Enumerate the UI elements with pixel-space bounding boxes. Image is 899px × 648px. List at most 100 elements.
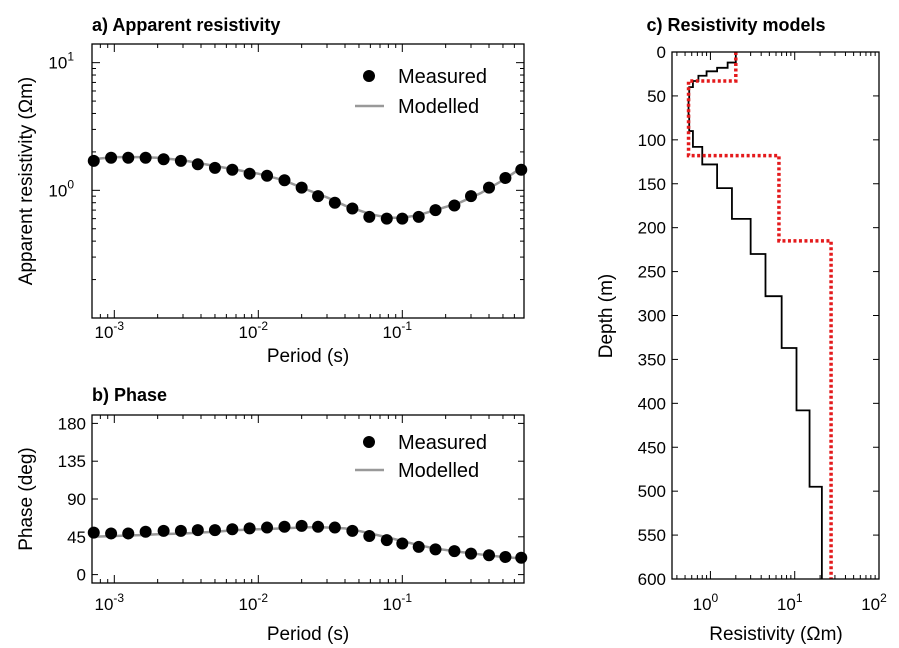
y-tick-label: 45 bbox=[67, 528, 86, 547]
y-tick-label: 50 bbox=[647, 87, 666, 106]
measured-point bbox=[226, 163, 239, 176]
x-tick-label: 10-2 bbox=[239, 319, 269, 342]
panel-a-frame bbox=[91, 43, 525, 319]
x-tick-label: 101 bbox=[777, 591, 803, 614]
measured-point bbox=[157, 524, 170, 537]
measured-point bbox=[243, 167, 256, 180]
inversion-model-line bbox=[687, 52, 823, 579]
measured-point bbox=[191, 158, 204, 171]
measured-point bbox=[295, 181, 308, 194]
panel-c: c) Resistivity models 0 50 100 150 200 250 300… bbox=[596, 15, 887, 645]
measured-point bbox=[363, 529, 376, 542]
measured-point bbox=[295, 519, 308, 532]
measured-point bbox=[157, 153, 170, 166]
panel-a-title: a) Apparent resistivity bbox=[92, 15, 280, 35]
panel-b-ylabel: Phase (deg) bbox=[16, 447, 37, 551]
y-tick-label: 250 bbox=[638, 263, 666, 282]
measured-point bbox=[208, 161, 221, 174]
measured-point bbox=[448, 545, 461, 558]
legend-label-measured: Measured bbox=[398, 432, 487, 454]
measured-point bbox=[105, 151, 118, 164]
y-tick-label: 350 bbox=[638, 350, 666, 369]
measured-point bbox=[429, 543, 442, 556]
measured-point bbox=[515, 551, 528, 564]
panel-a: a) Apparent resistivity 10-3 10-2 10-1 100 1… bbox=[16, 15, 528, 367]
y-tick-label: 0 bbox=[657, 43, 666, 62]
x-tick-label: 10-1 bbox=[383, 591, 413, 614]
panel-a-legend: Measured Modelled bbox=[355, 66, 487, 118]
measured-point bbox=[87, 154, 100, 167]
panel-b-legend: Measured Modelled bbox=[355, 432, 487, 482]
legend-marker-measured bbox=[363, 70, 375, 82]
y-tick-label: 550 bbox=[638, 526, 666, 545]
panel-c-ylabel: Depth (m) bbox=[596, 274, 617, 358]
measured-point bbox=[465, 190, 478, 203]
panel-a-xlabel: Period (s) bbox=[267, 346, 349, 367]
y-tick-label: 90 bbox=[67, 490, 86, 509]
measured-point bbox=[208, 524, 221, 537]
measured-point bbox=[278, 174, 291, 187]
measured-point bbox=[380, 212, 393, 225]
measured-point bbox=[191, 524, 204, 537]
measured-point bbox=[328, 521, 341, 534]
x-tick-label: 10-2 bbox=[239, 591, 269, 614]
measured-point bbox=[396, 537, 409, 550]
y-tick-label: 100 bbox=[638, 131, 666, 150]
x-tick-label: 100 bbox=[693, 591, 719, 614]
measured-point bbox=[465, 547, 478, 560]
measured-point bbox=[396, 212, 409, 225]
legend-marker-measured bbox=[363, 436, 375, 448]
y-tick-label: 100 bbox=[48, 177, 74, 200]
measured-point bbox=[380, 534, 393, 547]
measured-point bbox=[448, 199, 461, 212]
modelled-line bbox=[91, 525, 525, 560]
measured-point bbox=[483, 549, 496, 562]
measured-point bbox=[139, 525, 152, 538]
panel-b-frame bbox=[91, 414, 525, 584]
panel-c-title: c) Resistivity models bbox=[646, 15, 825, 35]
panel-a-ylabel: Apparent resistivity (Ωm) bbox=[16, 77, 37, 285]
y-tick-label: 200 bbox=[638, 219, 666, 238]
y-tick-label: 135 bbox=[58, 452, 86, 471]
y-tick-label: 0 bbox=[77, 566, 86, 585]
measured-point bbox=[363, 210, 376, 223]
measured-point bbox=[105, 527, 118, 540]
measured-point bbox=[122, 527, 135, 540]
y-tick-label: 600 bbox=[638, 570, 666, 589]
measured-point bbox=[499, 171, 512, 184]
measured-point bbox=[499, 550, 512, 563]
measured-point bbox=[261, 169, 274, 182]
measured-point bbox=[122, 151, 135, 164]
measured-point bbox=[139, 151, 152, 164]
x-tick-label: 10-3 bbox=[95, 591, 125, 614]
legend-label-measured: Measured bbox=[398, 66, 487, 88]
measured-point bbox=[243, 522, 256, 535]
measured-point bbox=[515, 163, 528, 176]
y-tick-label: 450 bbox=[638, 438, 666, 457]
panel-c-xlabel: Resistivity (Ωm) bbox=[709, 624, 842, 645]
measured-point bbox=[312, 190, 325, 203]
measured-point bbox=[328, 196, 341, 209]
x-tick-label: 102 bbox=[861, 591, 887, 614]
panel-b: b) Phase 180 135 90 45 0 10-3 10-2 10-1 Period … bbox=[16, 385, 528, 645]
measured-point bbox=[278, 520, 291, 533]
measured-point bbox=[429, 204, 442, 217]
measured-point bbox=[261, 521, 274, 534]
panel-b-title: b) Phase bbox=[92, 385, 167, 405]
x-tick-label: 10-1 bbox=[383, 319, 413, 342]
measured-point bbox=[312, 520, 325, 533]
measured-point bbox=[346, 524, 359, 537]
measured-point bbox=[483, 181, 496, 194]
measured-point bbox=[174, 524, 187, 537]
measured-point bbox=[412, 540, 425, 553]
legend-label-modelled: Modelled bbox=[398, 460, 479, 482]
measured-point bbox=[174, 154, 187, 167]
measured-point bbox=[226, 523, 239, 536]
panel-b-xlabel: Period (s) bbox=[267, 624, 349, 645]
legend-label-modelled: Modelled bbox=[398, 96, 479, 118]
measured-point bbox=[87, 526, 100, 539]
y-tick-label: 300 bbox=[638, 307, 666, 326]
measured-point bbox=[412, 210, 425, 223]
panel-c-frame bbox=[671, 51, 880, 580]
x-tick-label: 10-3 bbox=[95, 319, 125, 342]
